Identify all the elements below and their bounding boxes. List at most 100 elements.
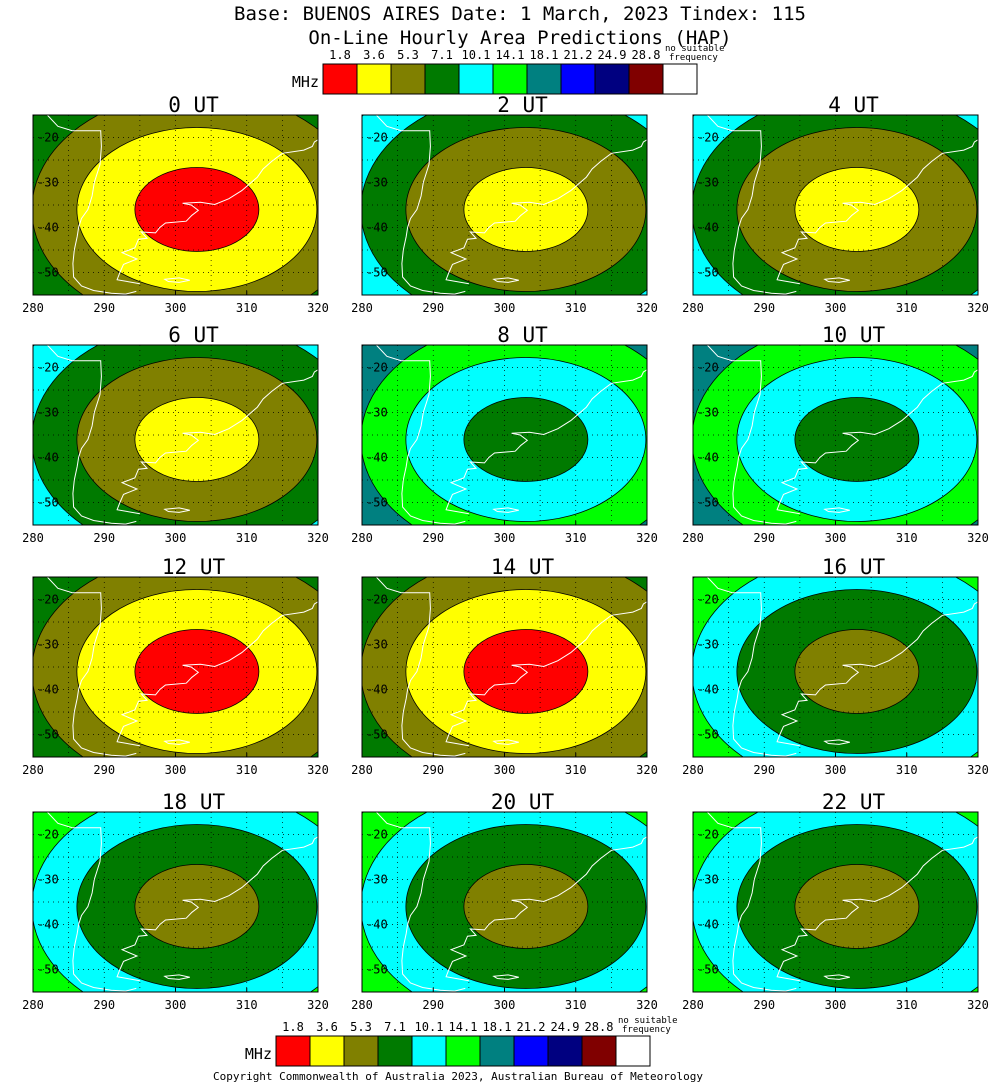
- y-tick-label: -40: [697, 451, 719, 465]
- coastline-east: [116, 601, 318, 747]
- coastline-west: [46, 345, 137, 525]
- x-tick-label: 290: [753, 531, 775, 545]
- map-panel: 6 UT 280 290 300 310 320 -20 -30 -40 -50: [22, 323, 329, 545]
- y-tick-label: -50: [697, 496, 719, 510]
- legend-top-swatch: [492, 63, 528, 95]
- panel-title: 22 UT: [822, 790, 886, 814]
- x-tick-label: 320: [307, 531, 329, 545]
- x-tick-label: 280: [22, 301, 44, 315]
- legend-bottom-swatch: [275, 1035, 311, 1067]
- coastline-west: [375, 577, 466, 757]
- coastline-west: [46, 115, 137, 295]
- legend-top-tick-label: 24.9: [598, 48, 627, 62]
- x-tick-label: 280: [22, 763, 44, 777]
- map-panel: 20 UT 280 290 300 310 320 -20 -30 -40 -50: [351, 790, 658, 1012]
- legend-top-tick-label: 3.6: [363, 48, 385, 62]
- x-tick-label: 300: [494, 763, 516, 777]
- falkland-islands: [823, 739, 850, 745]
- y-tick-label: -30: [37, 176, 59, 190]
- x-tick-label: 280: [22, 998, 44, 1012]
- coastline-east: [116, 369, 318, 515]
- legend-top-tick-label: 1.8: [329, 48, 351, 62]
- x-tick-label: 310: [565, 763, 587, 777]
- y-tick-label: -50: [37, 266, 59, 280]
- y-tick-label: -30: [366, 176, 388, 190]
- panel-title: 14 UT: [491, 555, 555, 579]
- x-tick-label: 290: [93, 301, 115, 315]
- legend-top-unit-label: MHz: [292, 73, 319, 91]
- y-tick-label: -20: [697, 828, 719, 842]
- legend-bottom-swatch: [445, 1035, 481, 1067]
- x-tick-label: 300: [825, 301, 847, 315]
- y-tick-label: -20: [37, 593, 59, 607]
- x-tick-label: 290: [753, 763, 775, 777]
- x-tick-label: 280: [351, 301, 373, 315]
- x-tick-label: 300: [494, 301, 516, 315]
- y-tick-label: -20: [366, 593, 388, 607]
- panel-title: 8 UT: [497, 323, 548, 347]
- x-tick-label: 310: [896, 998, 918, 1012]
- legend-bottom-swatch: [309, 1035, 345, 1067]
- y-tick-label: -30: [697, 873, 719, 887]
- y-tick-label: -20: [37, 361, 59, 375]
- coastline-east: [445, 601, 647, 747]
- legend-bottom-swatch: [615, 1035, 651, 1067]
- y-tick-label: -50: [37, 496, 59, 510]
- x-tick-label: 280: [682, 998, 704, 1012]
- y-tick-label: -40: [37, 221, 59, 235]
- y-tick-label: -20: [697, 593, 719, 607]
- y-tick-label: -40: [697, 221, 719, 235]
- legend-top-swatch: [390, 63, 426, 95]
- x-tick-label: 320: [967, 301, 989, 315]
- panel-title: 6 UT: [168, 323, 219, 347]
- y-tick-label: -20: [37, 828, 59, 842]
- legend-top-tick-label: 7.1: [431, 48, 453, 62]
- coastline-east: [116, 836, 318, 982]
- y-tick-label: -30: [37, 638, 59, 652]
- x-tick-label: 300: [165, 301, 187, 315]
- legend-bottom-unit-label: MHz: [245, 1045, 272, 1063]
- map-panel: 12 UT 280 290 300 310 320 -20 -30 -40 -50: [22, 555, 329, 777]
- legend-top-frequency-label: frequency: [669, 53, 718, 63]
- legend-bottom-swatch: [479, 1035, 515, 1067]
- legend-bottom-no-suitable-label: no suitable: [618, 1016, 678, 1026]
- y-tick-label: -50: [697, 963, 719, 977]
- x-tick-label: 320: [307, 301, 329, 315]
- x-tick-label: 300: [494, 998, 516, 1012]
- panel-title: 0 UT: [168, 93, 219, 117]
- y-tick-label: -50: [37, 728, 59, 742]
- falkland-islands: [492, 974, 519, 980]
- y-tick-label: -40: [697, 918, 719, 932]
- y-tick-label: -30: [366, 873, 388, 887]
- x-tick-label: 290: [93, 531, 115, 545]
- falkland-islands: [163, 277, 190, 283]
- x-tick-label: 280: [351, 531, 373, 545]
- falkland-islands: [492, 277, 519, 283]
- y-tick-label: -30: [697, 176, 719, 190]
- legend-top-swatch: [424, 63, 460, 95]
- x-tick-label: 320: [967, 998, 989, 1012]
- map-panel: 2 UT 280 290 300 310 320 -20 -30 -40 -50: [351, 93, 658, 315]
- x-tick-label: 290: [93, 998, 115, 1012]
- x-tick-label: 320: [307, 763, 329, 777]
- falkland-islands: [823, 974, 850, 980]
- legend-bottom-tick-label: 5.3: [350, 1020, 372, 1034]
- legend-bottom-swatch: [377, 1035, 413, 1067]
- legend-top-tick-label: 5.3: [397, 48, 419, 62]
- coastline-west: [375, 812, 466, 992]
- map-panels: 0 UT 280 290 300 310 320 -20 -30 -40 -50 2 UT 280 29…: [22, 93, 989, 1012]
- coastline-west: [706, 115, 797, 295]
- coastline-west: [46, 812, 137, 992]
- legend-top-swatch: [526, 63, 562, 95]
- x-tick-label: 300: [165, 998, 187, 1012]
- legend-bottom-tick-label: 21.2: [517, 1020, 546, 1034]
- x-tick-label: 320: [636, 531, 658, 545]
- y-tick-label: -40: [366, 221, 388, 235]
- x-tick-label: 280: [22, 531, 44, 545]
- x-tick-label: 310: [896, 763, 918, 777]
- x-tick-label: 280: [682, 301, 704, 315]
- y-tick-label: -40: [37, 918, 59, 932]
- legend-top-no-suitable-label: no suitable: [665, 44, 725, 54]
